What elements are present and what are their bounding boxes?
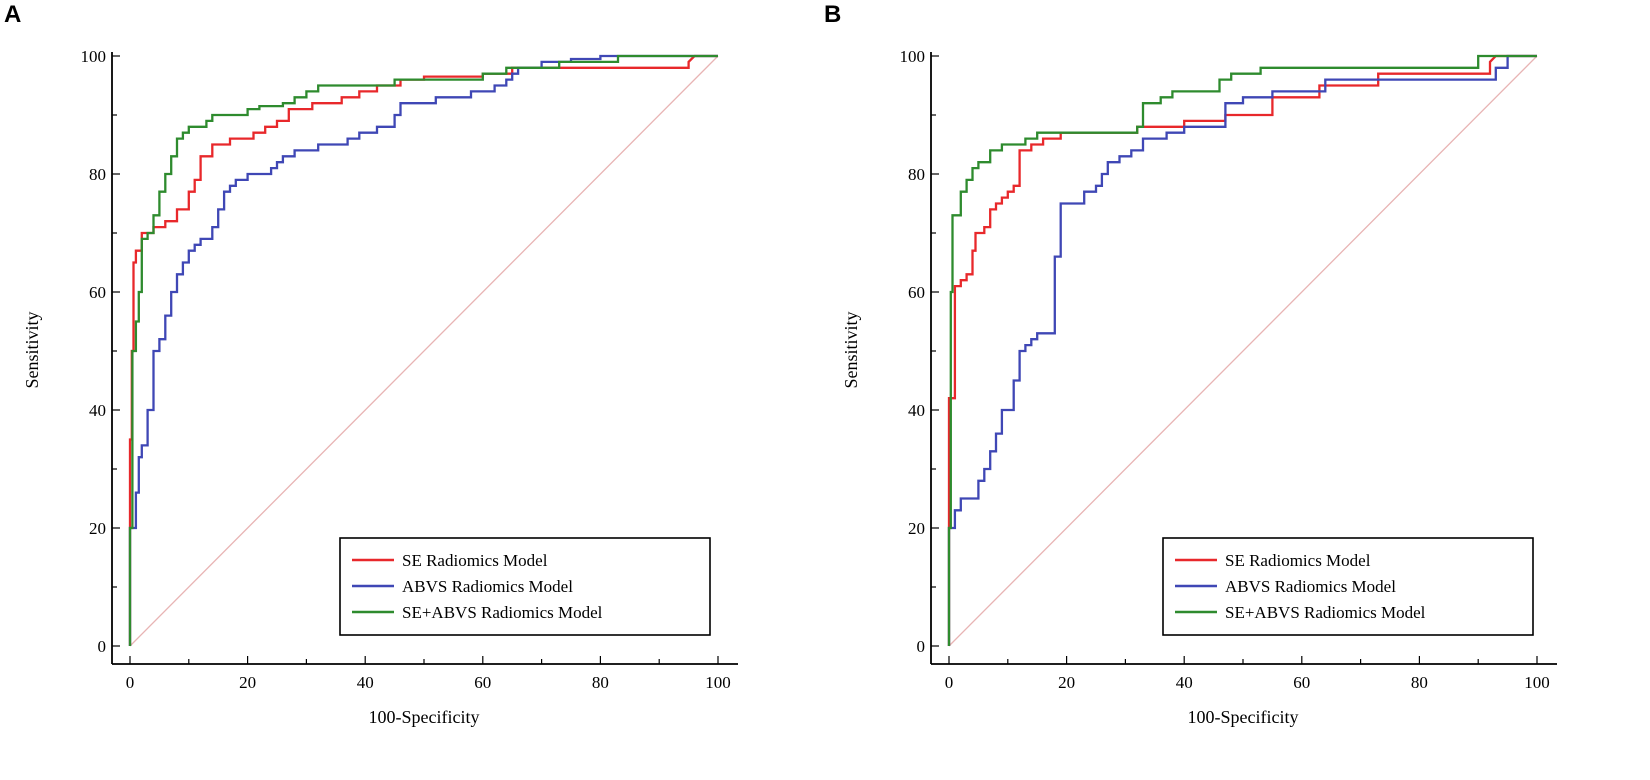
panel-a-y-tick-label-20: 20 — [89, 519, 106, 538]
panel-a-x-tick-label-60: 60 — [474, 673, 491, 692]
panel-a-series-abvs-line — [128, 54, 718, 646]
panel-a-legend-entry-abvs: ABVS Radiomics Model — [402, 577, 573, 596]
panel-b-reference-diagonal — [948, 55, 1538, 647]
panel-b-y-tick-label-100: 100 — [900, 47, 926, 66]
panel-a-legend-entry-combo: SE+ABVS Radiomics Model — [402, 603, 603, 622]
panel-a-legend: SE Radiomics Model ABVS Radiomics Model … — [339, 537, 711, 636]
panel-b-series-se-line — [947, 54, 1537, 646]
panel-a-y-tick-label-100: 100 — [81, 47, 107, 66]
panel-b-y-tick-label-80: 80 — [908, 165, 925, 184]
panel-b-y-tick-label-60: 60 — [908, 283, 925, 302]
panel-a-reference-diagonal — [129, 55, 719, 647]
panel-a-y-tick-label-0: 0 — [98, 637, 107, 656]
panel-b-series-abvs-line — [947, 54, 1537, 646]
panel-a-x-tick-label-40: 40 — [357, 673, 374, 692]
panel-a-chart: A 0 20 40 60 80 100 0 20 40 60 80 100 100-Specifici… — [4, 1, 738, 727]
panel-a-series-combo-line — [128, 54, 718, 646]
panel-b-x-tick-label-100: 100 — [1524, 673, 1550, 692]
panel-b-y-tick-label-0: 0 — [917, 637, 926, 656]
panel-b-x-axis-label: 100-Specificity — [1188, 707, 1299, 727]
panel-a-x-tick-label-0: 0 — [126, 673, 135, 692]
panel-b-legend: SE Radiomics Model ABVS Radiomics Model … — [1162, 537, 1534, 636]
panel-b-x-tick-label-60: 60 — [1293, 673, 1310, 692]
panel-a-y-tick-label-80: 80 — [89, 165, 106, 184]
panel-b-x-tick-label-80: 80 — [1411, 673, 1428, 692]
panel-a-legend-box — [339, 537, 711, 636]
panel-b-chart: B 0 20 40 60 80 100 0 20 40 60 80 100 100-Specifici… — [824, 1, 1557, 727]
panel-a-legend-entry-se: SE Radiomics Model — [402, 551, 548, 570]
panel-a-x-axis-label: 100-Specificity — [369, 707, 480, 727]
panel-b-x-tick-label-0: 0 — [945, 673, 954, 692]
panel-a-x-tick-label-20: 20 — [239, 673, 256, 692]
panel-a-y-axis-label: Sensitivity — [22, 311, 42, 388]
panel-a-x-tick-label-100: 100 — [705, 673, 731, 692]
panel-b-y-tick-label-40: 40 — [908, 401, 925, 420]
panel-a-letter: A — [4, 1, 21, 28]
panel-b-legend-entry-abvs: ABVS Radiomics Model — [1225, 577, 1396, 596]
panel-b-series-combo-line — [947, 54, 1537, 646]
panel-b-plot-area: 0 20 40 60 80 100 0 20 40 60 80 100 — [900, 47, 1557, 692]
panel-b-legend-entry-se: SE Radiomics Model — [1225, 551, 1371, 570]
panel-a-plot-area: 0 20 40 60 80 100 0 20 40 60 80 100 — [81, 47, 738, 692]
panel-b-x-tick-label-20: 20 — [1058, 673, 1075, 692]
panel-b-legend-entry-combo: SE+ABVS Radiomics Model — [1225, 603, 1426, 622]
panel-a-y-tick-label-60: 60 — [89, 283, 106, 302]
panel-b-legend-box — [1162, 537, 1534, 636]
panel-a-x-tick-label-80: 80 — [592, 673, 609, 692]
panel-a-y-tick-label-40: 40 — [89, 401, 106, 420]
panel-b-y-axis-label: Sensitivity — [841, 311, 861, 388]
panel-b-y-tick-label-20: 20 — [908, 519, 925, 538]
panel-b-x-tick-label-40: 40 — [1176, 673, 1193, 692]
panel-b-letter: B — [824, 1, 841, 28]
